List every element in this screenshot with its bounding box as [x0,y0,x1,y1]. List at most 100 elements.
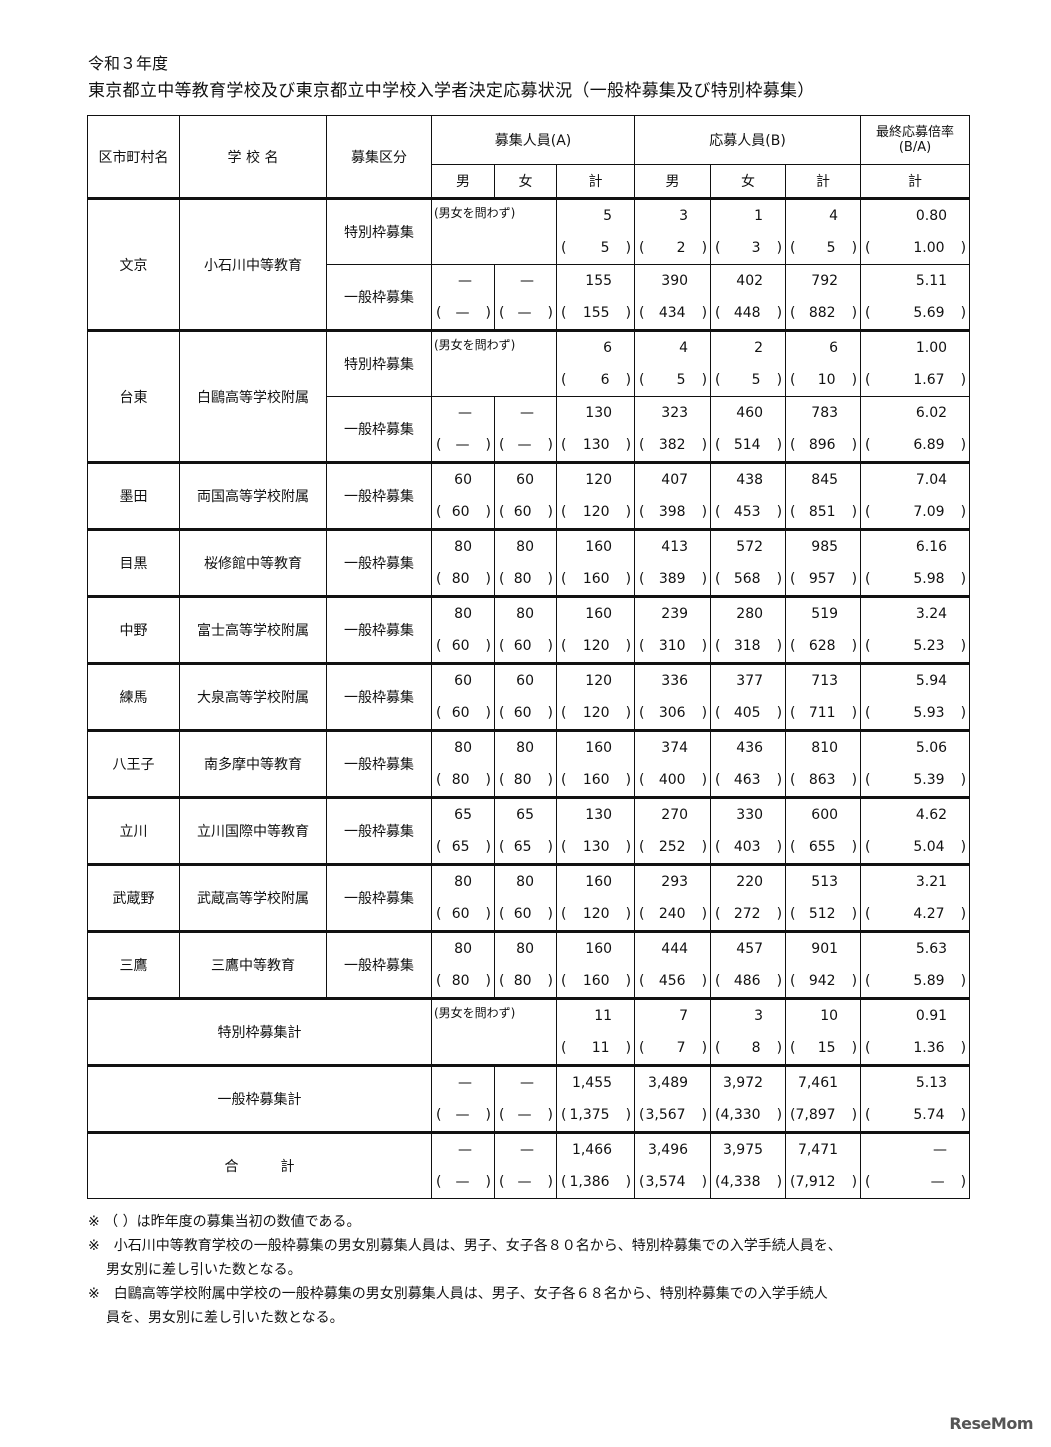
recruit-total-previous: (130) [555,831,636,865]
previous-value: 120 [582,705,610,721]
recruit-male-previous: (60) [431,630,495,664]
applicants-female-previous: (568) [710,563,787,597]
table-row: 三鷹 三鷹中等教育 一般枠募集 80 80 160 444 457 901 5.63 [87,930,971,999]
previous-value: 240 [658,906,686,922]
any-gender-note: (男女を問わず) [431,329,557,397]
previous-value: — [455,437,470,453]
applicants-total-previous: (628) [785,630,862,664]
applicants-male-value: 374 [634,729,712,764]
header-ratio-total: 計 [860,164,971,199]
ratio-value: 5.11 [860,264,971,297]
previous-value: 453 [733,504,761,520]
recruit-female-previous: (—) [494,297,557,331]
ratio-previous: (5.39) [860,764,971,798]
applicants-female-previous: (486) [710,965,787,999]
header-ratio: 最終応募倍率 (B/A) [860,115,971,165]
recruit-male-previous: (60) [431,697,495,731]
previous-value: 5.89 [913,973,945,989]
ratio-previous: (1.36) [860,1032,971,1066]
previous-value: 5 [676,372,686,388]
applicants-female-value: 572 [710,528,787,563]
previous-value: 486 [733,973,761,989]
ratio-previous: (5.04) [860,831,971,865]
ratio-value: 1.00 [860,329,971,364]
previous-value: 80 [513,772,532,788]
previous-value: 3,574 [645,1174,686,1190]
table-row: 一般枠募集 — —155 390 402 792 5.11 [88,264,971,331]
previous-value: 711 [808,705,836,721]
previous-value: 4,338 [720,1174,761,1190]
table-row-previous-year: (80)(80)(160)(456)(486)(942)(5.89) [88,965,971,999]
applicants-male-previous: (3,574) [634,1166,712,1199]
recruit-total-previous: (120) [555,496,636,530]
ratio-value: 0.91 [860,997,971,1032]
previous-value: 160 [582,973,610,989]
header-recruit: 募集人員(A) [430,115,636,165]
previous-value: 896 [808,437,836,453]
total-label: 一般枠募集計 [87,1064,432,1133]
applicants-female-previous: (3) [710,232,787,265]
applicants-female-previous: (405) [710,697,787,731]
school-name-cell: 大泉高等学校附属 [179,662,327,731]
table-row-previous-year: (11)(7)(8)(15)(1.36) [88,1032,971,1066]
recruit-total-value: 1,466 [555,1131,636,1166]
applicants-female-value: 220 [710,863,787,898]
ratio-value: 6.16 [860,528,971,563]
previous-value: 382 [658,437,686,453]
previous-value: — [455,1107,470,1123]
footnote: 員を、男女別に差し引いた数となる。 [106,1310,344,1326]
category-cell: 一般枠募集 [326,595,432,664]
applicants-total-previous: (5) [785,232,862,265]
recruit-total-value: 160 [555,930,636,965]
previous-value: 60 [451,705,470,721]
previous-value: 403 [733,839,761,855]
any-gender-note: (男女を問わず) [431,197,557,265]
applicants-total-previous: (15) [785,1032,862,1066]
applicants-female-previous: (5) [710,364,787,397]
previous-value: 5.69 [913,305,945,321]
ratio-previous: (5.89) [860,965,971,999]
school-name-cell: 三鷹中等教育 [179,930,327,999]
previous-value: 10 [817,372,836,388]
header-district: 区市町村名 [87,115,180,199]
table-row: 立川 立川国際中等教育 一般枠募集 65 65 130 270 330 600 4.62 [87,796,971,865]
applicants-total-previous: (7,897) [785,1099,862,1133]
recruit-total-previous: (1,386) [555,1166,636,1199]
previous-value: 4,330 [720,1107,761,1123]
applicants-total-value: 783 [785,396,862,429]
previous-value: 272 [733,906,761,922]
previous-value: 80 [513,973,532,989]
applicants-male-value: 4 [634,329,712,364]
category-cell: 一般枠募集 [326,461,432,530]
recruit-female-previous: (60) [494,630,557,664]
ratio-value: 6.02 [860,396,971,429]
previous-value: 1.36 [913,1040,945,1056]
applicants-total-value: 7,461 [785,1064,862,1099]
previous-value: — [517,305,532,321]
previous-value: 60 [513,638,532,654]
previous-value: 942 [808,973,836,989]
header-recruit-male: 男 [431,164,495,199]
applicants-female-previous: (514) [710,429,787,463]
recruit-female-value: — [494,1064,557,1099]
recruit-male-value: — [431,1131,495,1166]
previous-value: 318 [733,638,761,654]
applicants-total-previous: (957) [785,563,862,597]
recruit-total-value: 130 [555,796,636,831]
applicants-total-previous: (655) [785,831,862,865]
applicants-total-previous: (896) [785,429,862,463]
ratio-value: 5.13 [860,1064,971,1099]
recruit-total-previous: (120) [555,630,636,664]
applicants-male-value: 7 [634,997,712,1032]
school-name-cell: 小石川中等教育 [179,197,327,331]
header-applicants-male: 男 [634,164,712,199]
previous-value: 5 [600,240,610,256]
applicants-male-value: 390 [634,264,712,297]
category-cell: 一般枠募集 [326,662,432,731]
school-name-cell: 両国高等学校附属 [179,461,327,530]
table-row-previous-year: (5)(2)(3)(5)(1.00) [88,232,971,265]
table-row-previous-year: (80)(80)(160)(400)(463)(863)(5.39) [88,764,971,798]
previous-value: 5.98 [913,571,945,587]
applicants-male-value: 413 [634,528,712,563]
recruit-total-previous: (11) [555,1032,636,1066]
